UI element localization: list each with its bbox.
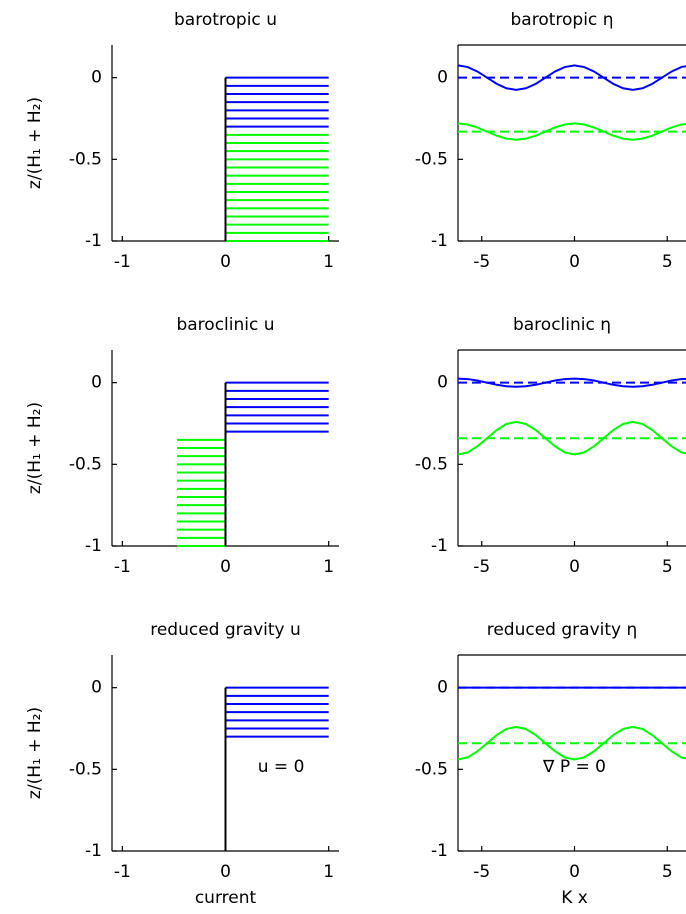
y-axis-label: z/(H₁ + H₂) [25,402,45,494]
y-tick-label: -0.5 [415,454,448,474]
y-tick-label: -0.5 [415,149,448,169]
annotation: u = 0 [258,757,305,777]
y-tick-label: 0 [437,373,448,393]
x-tick-label: 0 [220,862,231,882]
y-tick-label: -1 [85,536,102,556]
chart-title: baroclinic u [176,315,274,335]
y-tick-label: 0 [437,678,448,698]
y-axis-label: z/(H₁ + H₂) [25,707,45,799]
y-tick-label: 0 [91,678,102,698]
x-tick-label: -1 [114,557,131,577]
x-tick-label: -5 [473,557,490,577]
y-tick-label: -0.5 [69,759,102,779]
y-tick-label: -1 [431,841,448,861]
x-tick-label: 0 [569,252,580,272]
y-tick-label: 0 [91,373,102,393]
x-tick-label: 0 [569,557,580,577]
x-tick-label: -5 [473,862,490,882]
x-tick-label: -1 [114,862,131,882]
interface-curve [457,64,686,91]
interface-curve [457,725,686,761]
chart-title: reduced gravity u [150,620,301,640]
y-tick-label: -0.5 [69,454,102,474]
x-tick-label: 5 [662,862,673,882]
interface-curve [457,377,686,388]
chart-title: reduced gravity η [487,620,638,640]
y-tick-label: -1 [431,231,448,251]
x-tick-label: 0 [220,557,231,577]
x-tick-label: 1 [323,252,334,272]
x-tick-label: 0 [569,862,580,882]
y-tick-label: -1 [431,536,448,556]
chart-title: barotropic η [511,10,614,30]
x-axis-label: K x [561,888,588,908]
x-tick-label: -1 [114,252,131,272]
x-tick-label: 0 [220,252,231,272]
x-axis-label: current [195,888,257,908]
y-tick-label: 0 [437,68,448,88]
chart-title: barotropic u [174,10,277,30]
y-tick-label: 0 [91,68,102,88]
y-tick-label: -0.5 [415,759,448,779]
x-tick-label: 1 [323,557,334,577]
x-tick-label: 5 [662,252,673,272]
x-tick-label: 5 [662,557,673,577]
interface-curve [457,122,686,141]
y-axis-label: z/(H₁ + H₂) [25,97,45,189]
interface-curve [457,420,686,456]
x-tick-label: 1 [323,862,334,882]
y-tick-label: -1 [85,231,102,251]
y-tick-label: -1 [85,841,102,861]
x-tick-label: -5 [473,252,490,272]
chart-title: baroclinic η [513,315,611,335]
y-tick-label: -0.5 [69,149,102,169]
annotation: ∇ P = 0 [542,757,606,777]
